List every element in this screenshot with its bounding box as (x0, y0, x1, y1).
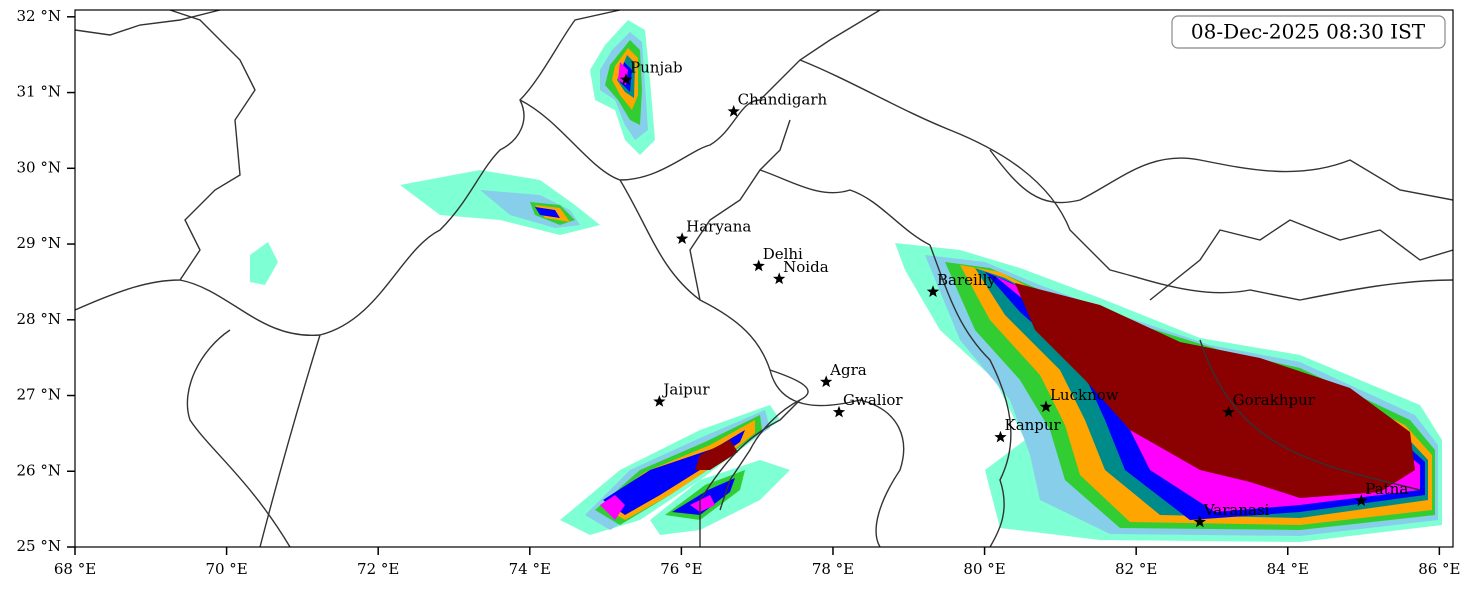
city-label: Jaipur (661, 381, 710, 399)
city-label: Agra (829, 361, 867, 379)
frame (74, 9, 1454, 548)
city-marker (752, 259, 765, 272)
y-tick-label: 29 °N (17, 234, 61, 252)
city-marker (619, 73, 633, 85)
x-tick-label: 86 °E (1418, 560, 1460, 578)
x-tick-label: 74 °E (509, 560, 551, 578)
x-tick-label: 84 °E (1267, 560, 1309, 578)
city-marker (676, 232, 689, 244)
city-marker (832, 405, 846, 418)
city-marker (1355, 494, 1368, 507)
x-tick-label: 82 °E (1115, 560, 1157, 578)
x-tick-label: 68 °E (54, 560, 96, 578)
x-tick-label: 80 °E (963, 560, 1005, 578)
y-tick-label: 30 °N (17, 158, 61, 176)
city-label: Lucknow (1050, 386, 1119, 404)
y-tick-label: 27 °N (17, 386, 61, 404)
x-tick-label: 76 °E (660, 560, 702, 578)
timestamp: 08-Dec-2025 08:30 IST (1191, 20, 1426, 44)
y-tick-label: 28 °N (17, 310, 61, 328)
city-marker (994, 430, 1007, 443)
city-marker (1222, 405, 1235, 418)
y-tick-label: 25 °N (17, 537, 61, 555)
city-marker (727, 105, 740, 117)
city-label: Punjab (630, 59, 683, 77)
city-marker (1039, 400, 1053, 413)
y-tick-label: 31 °N (17, 83, 61, 101)
city-label: Delhi (763, 245, 803, 263)
city-marker (773, 272, 786, 285)
y-tick-label: 26 °N (17, 461, 61, 479)
city-label: Chandigarh (738, 90, 828, 108)
city-label: Patna (1365, 480, 1408, 498)
city-label: Haryana (686, 218, 751, 236)
city-label: Noida (783, 258, 829, 276)
x-tick-label: 78 °E (812, 560, 854, 578)
y-tick-label: 32 °N (17, 7, 61, 25)
city-marker (1193, 515, 1206, 528)
city-marker (653, 395, 666, 407)
city-label: Gwalior (843, 391, 903, 409)
city-marker (926, 285, 940, 297)
boundaries (75, 10, 1453, 547)
city-label: Bareilly (937, 271, 996, 289)
timestamp-box (1171, 15, 1446, 49)
city-marker (820, 375, 833, 388)
rainfall (250, 20, 1442, 542)
x-tick-label: 72 °E (357, 560, 399, 578)
x-tick-label: 70 °E (205, 560, 247, 578)
city-label: Varanasi (1203, 501, 1270, 519)
city-label: Kanpur (1004, 416, 1061, 434)
city-label: Gorakhpur (1233, 391, 1316, 409)
